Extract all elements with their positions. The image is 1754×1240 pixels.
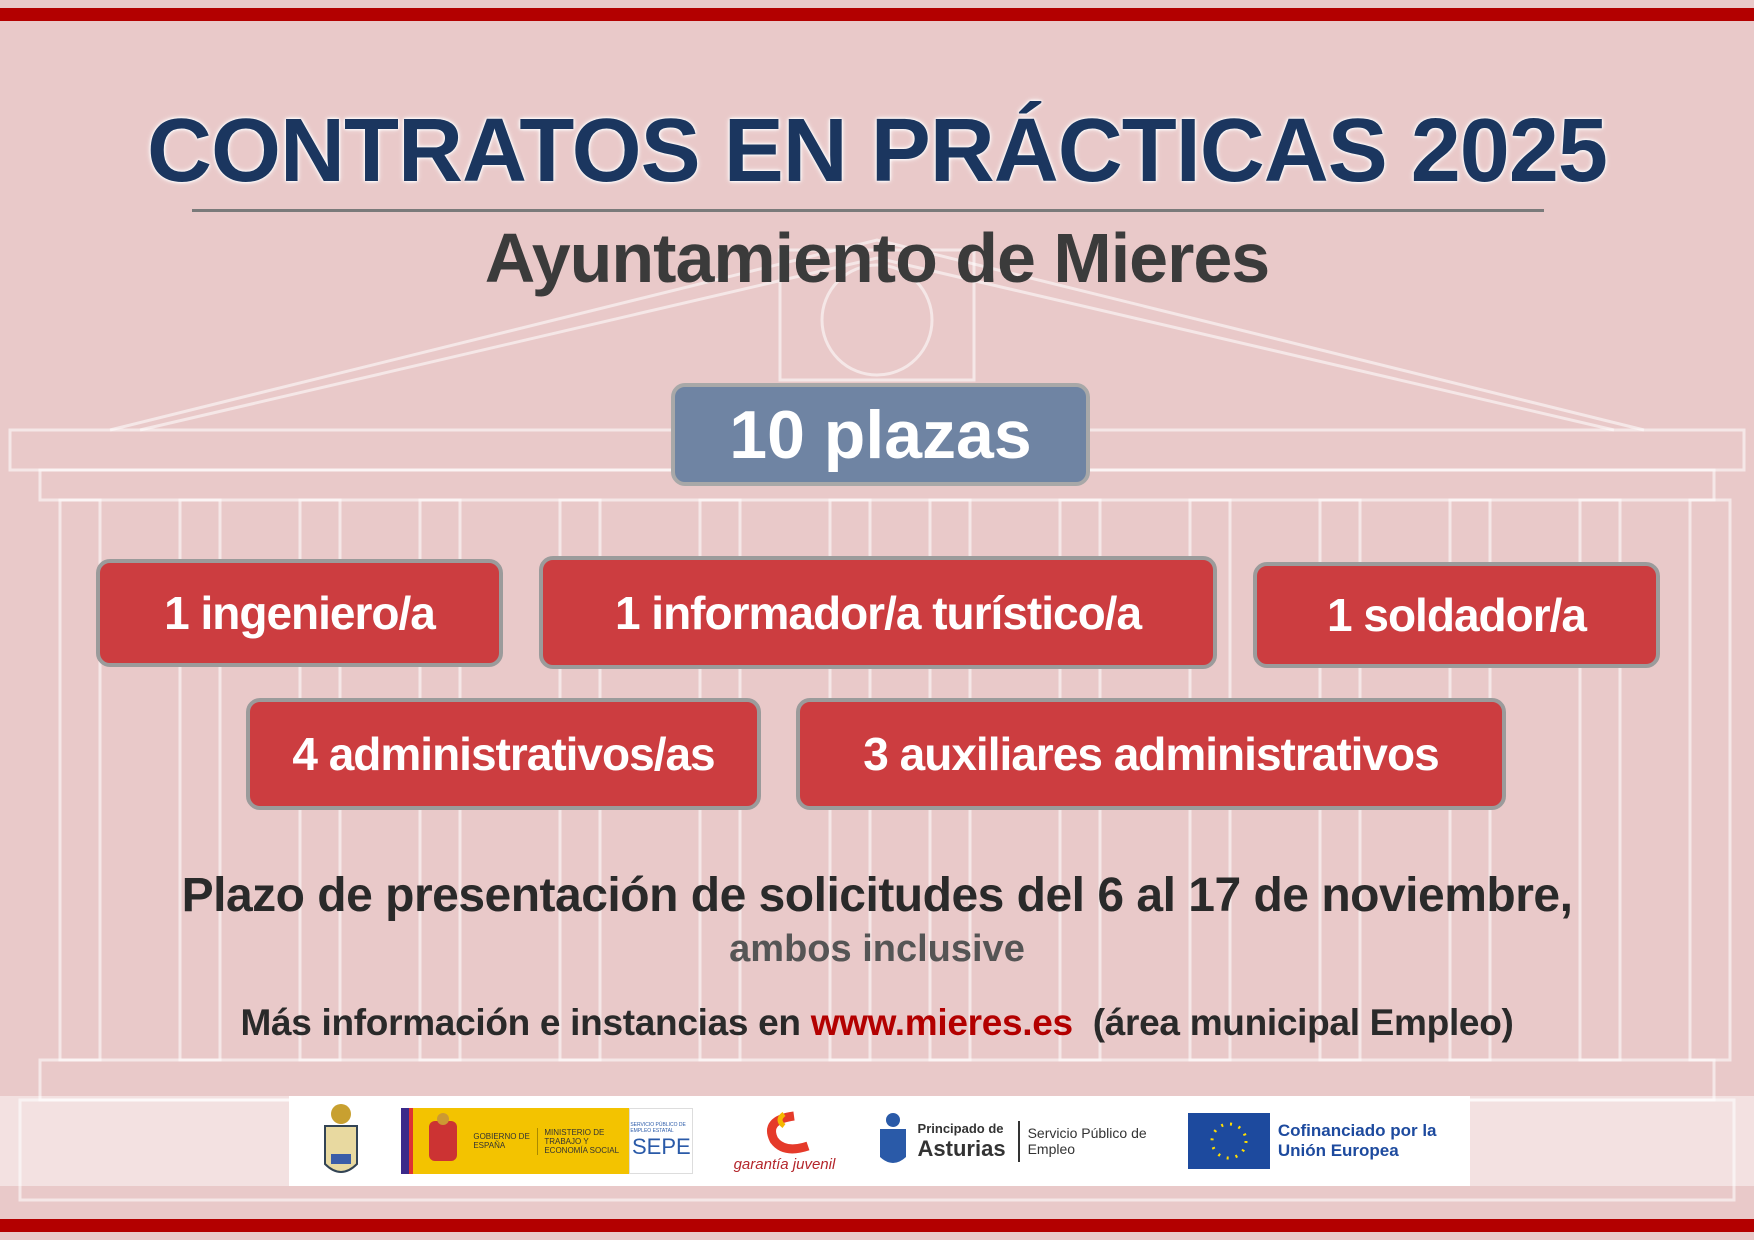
eu-flag-icon	[1187, 1113, 1270, 1169]
website-link[interactable]: www.mieres.es	[810, 1002, 1073, 1043]
job-auxiliares-administrativos: 3 auxiliares administrativos	[796, 698, 1506, 810]
info-prefix: Más información e instancias en	[240, 1002, 811, 1043]
info-suffix: (área municipal Empleo)	[1072, 1002, 1514, 1043]
job-informador-turistico: 1 informador/a turístico/a	[539, 556, 1217, 669]
top-red-bar	[0, 8, 1754, 21]
page-title: CONTRATOS EN PRÁCTICAS 2025	[147, 101, 1608, 201]
job-soldador: 1 soldador/a	[1253, 562, 1660, 668]
title-divider	[192, 209, 1544, 212]
asturias-servicio-empleo-logo: Principado de Asturias Servicio Público d…	[876, 1111, 1148, 1171]
page-subtitle: Ayuntamiento de Mieres	[484, 219, 1270, 297]
more-info-text: Más información e instancias en www.mier…	[0, 1002, 1754, 1044]
garantia-juvenil-logo: garantía juvenil	[734, 1110, 835, 1173]
plazas-badge: 10 plazas	[671, 383, 1090, 486]
sponsor-logos: GOBIERNO DE ESPAÑA MINISTERIO DE TRABAJO…	[289, 1096, 1470, 1186]
job-administrativos: 4 administrativos/as	[246, 698, 761, 810]
job-ingeniero: 1 ingeniero/a	[96, 559, 503, 667]
gobierno-espana-sepe-logo: GOBIERNO DE ESPAÑA MINISTERIO DE TRABAJO…	[401, 1108, 694, 1174]
mieres-coat-of-arms-logo	[321, 1102, 361, 1180]
eu-cofinanciado-logo: Cofinanciado por la Unión Europea	[1187, 1113, 1438, 1169]
deadline-note: ambos inclusive	[729, 928, 1025, 970]
deadline-text: Plazo de presentación de solicitudes del…	[181, 869, 1573, 922]
spanish-coat-of-arms-icon	[429, 1113, 458, 1161]
bottom-red-bar	[0, 1219, 1754, 1232]
